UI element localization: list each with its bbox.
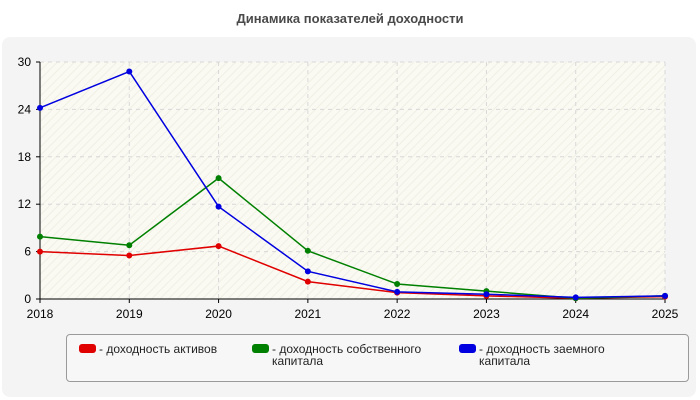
y-tick-label: 12 <box>18 197 32 211</box>
legend-item-debt: - доходность заемного капитала <box>459 343 605 367</box>
data-point <box>215 203 222 210</box>
data-point <box>394 280 401 287</box>
data-point <box>215 175 222 182</box>
x-tick-label: 2023 <box>473 307 500 321</box>
data-point <box>572 294 579 301</box>
x-tick-label: 2025 <box>652 307 679 321</box>
legend-item-equity: - доходность собственного капитала <box>252 343 421 367</box>
data-point <box>662 292 668 299</box>
x-tick-label: 2024 <box>562 307 589 321</box>
data-point <box>304 268 311 275</box>
data-point <box>37 104 43 111</box>
x-tick-label: 2021 <box>295 307 322 321</box>
data-point <box>304 278 311 285</box>
y-tick-label: 0 <box>24 292 31 306</box>
legend-label-equity: - доходность собственного капитала <box>272 342 422 368</box>
data-point <box>37 248 43 255</box>
x-tick-label: 2019 <box>116 307 143 321</box>
y-tick-label: 24 <box>18 102 32 116</box>
x-tick-label: 2020 <box>205 307 232 321</box>
plot-background <box>40 62 665 299</box>
legend-swatch-assets <box>79 344 96 353</box>
legend-swatch-debt <box>459 344 476 353</box>
data-point <box>483 291 490 298</box>
legend-label-assets: - доходность активов <box>99 342 218 356</box>
legend-swatch-equity <box>252 344 269 353</box>
data-point <box>394 288 401 295</box>
data-point <box>215 243 222 250</box>
series-line <box>39 245 666 299</box>
legend: - доходность активов - доходность собств… <box>66 334 689 382</box>
data-point <box>126 68 133 75</box>
data-point <box>304 247 311 254</box>
legend-label-debt: - доходность заемного капитала <box>479 342 605 368</box>
axes <box>36 61 666 303</box>
x-tick-label: 2018 <box>27 307 54 321</box>
data-point <box>126 252 133 259</box>
x-tick-label: 2022 <box>384 307 411 321</box>
tick-labels: 0 6 12 18 24 30 2018 2019 2020 2021 2022 2023 2024 20… <box>18 55 679 321</box>
grid-lines <box>40 61 666 299</box>
chart-title: Динамика показателей доходности <box>236 11 464 26</box>
y-tick-label: 30 <box>18 55 32 69</box>
series-line <box>39 70 666 299</box>
y-tick-label: 18 <box>18 150 32 164</box>
data-point <box>126 242 133 249</box>
data-point <box>37 233 43 240</box>
series-lines <box>37 68 668 302</box>
y-tick-label: 6 <box>24 245 31 259</box>
series-2 <box>37 68 668 301</box>
legend-item-assets: - доходность активов <box>79 343 217 355</box>
